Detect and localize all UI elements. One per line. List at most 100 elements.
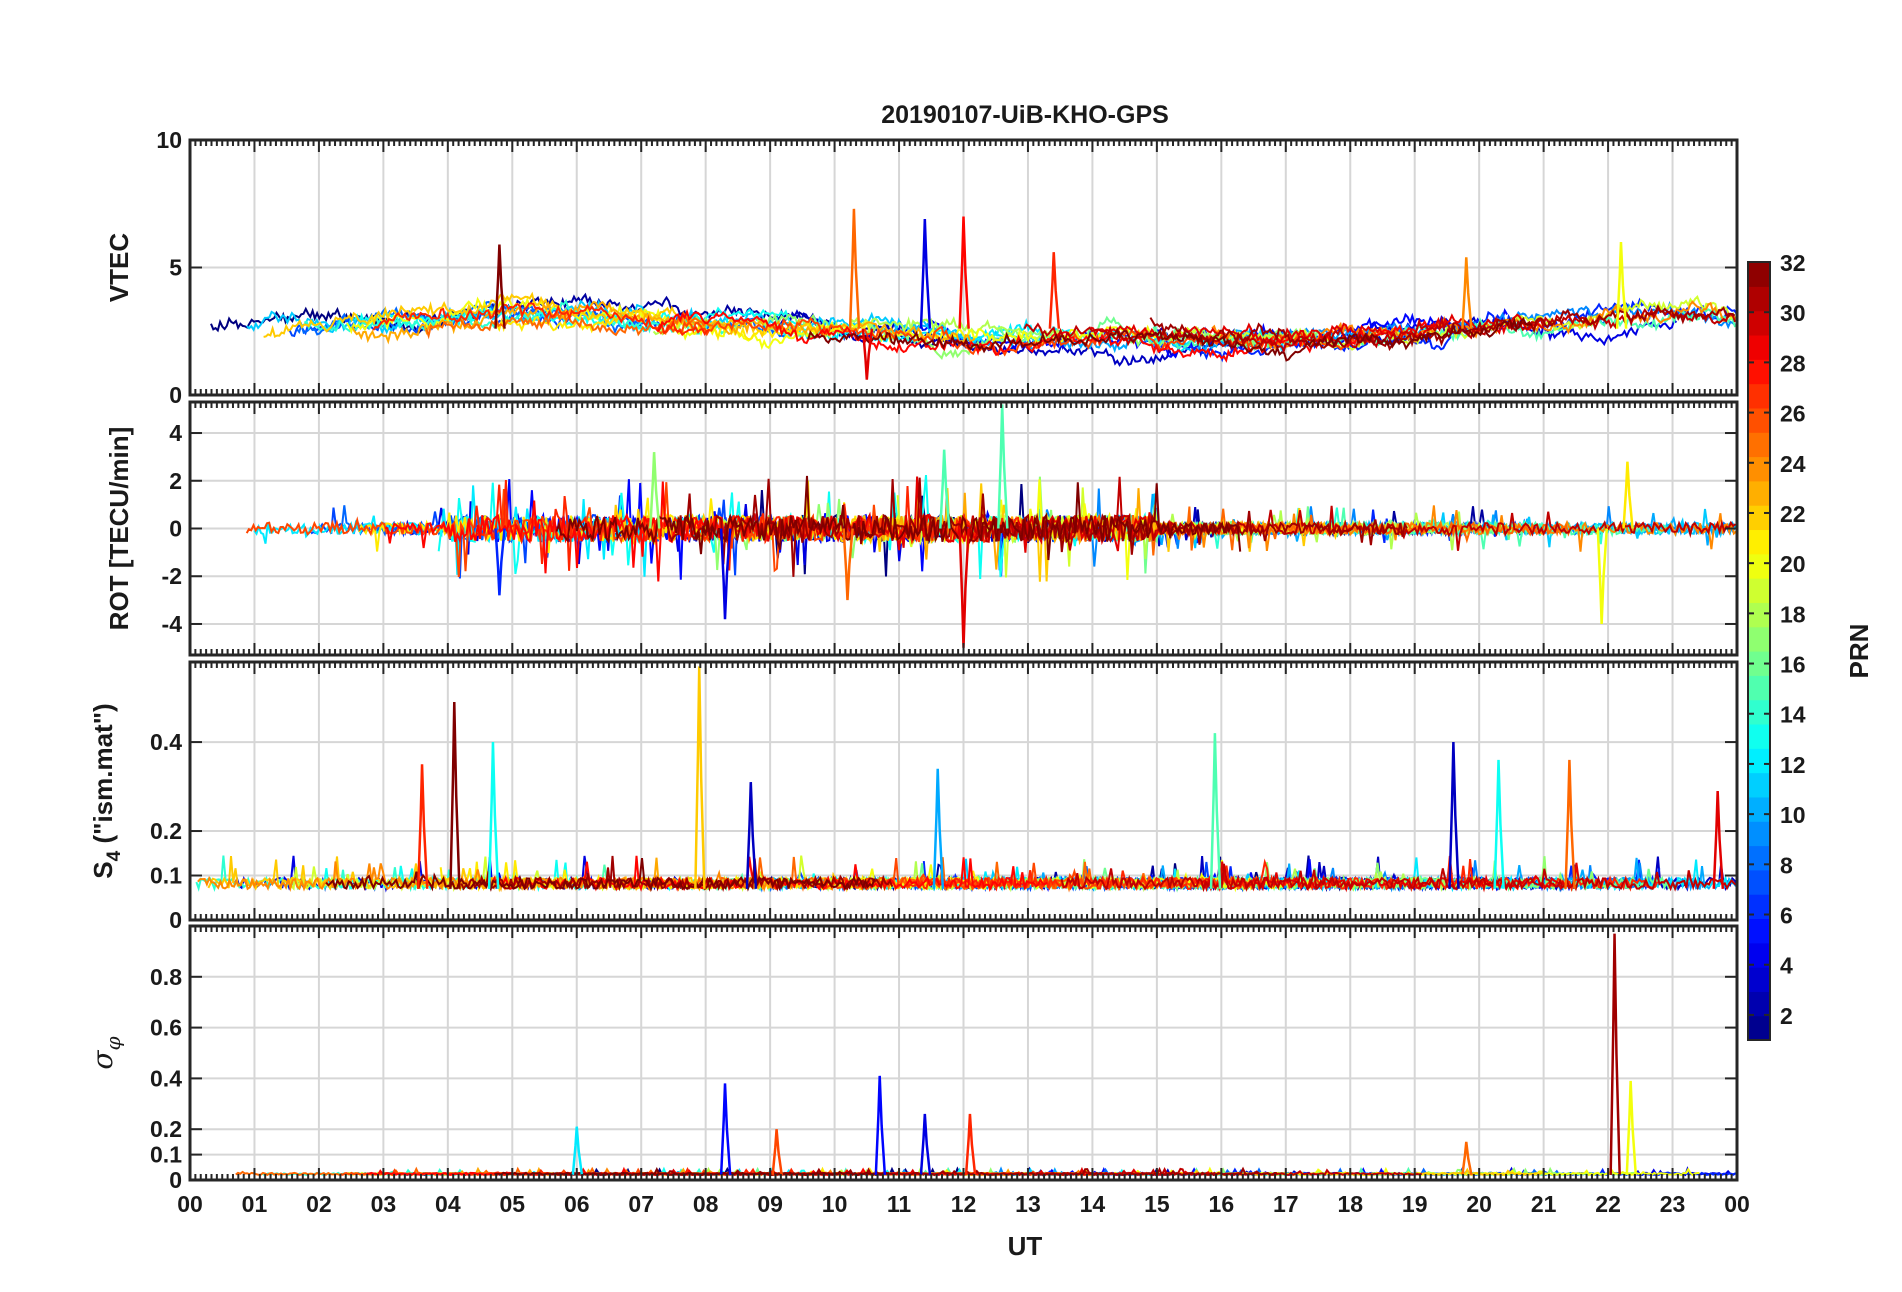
- colorbar-segment: [1748, 699, 1770, 725]
- x-tick-label: 00: [177, 1191, 203, 1217]
- spike-sigma-2: [874, 1075, 887, 1176]
- colorbar-tick-label: 18: [1780, 601, 1806, 627]
- colorbar-segment: [1748, 869, 1770, 895]
- x-tick-label: 18: [1337, 1191, 1363, 1217]
- x-tick-label: 14: [1080, 1191, 1106, 1217]
- y-tick-label: 0.1: [150, 1142, 182, 1168]
- x-tick-label: 02: [306, 1191, 332, 1217]
- spike-sigma-6: [1609, 933, 1621, 1175]
- colorbar-segment: [1748, 286, 1770, 312]
- x-tick-label: 00: [1724, 1191, 1750, 1217]
- colorbar-segment: [1748, 432, 1770, 458]
- panel-sigma: 00.10.2 0.4 0.6 0.8 σφ: [86, 924, 1739, 1193]
- spike-s4-2: [487, 742, 500, 889]
- x-tick-label: 07: [628, 1191, 654, 1217]
- spike-s4-0: [449, 702, 461, 889]
- colorbar-segment: [1748, 723, 1770, 749]
- colorbar-segment: [1748, 456, 1770, 482]
- y-tick-label: 0.1: [150, 863, 182, 889]
- chart-title: 20190107-UiB-KHO-GPS: [881, 101, 1169, 129]
- x-tick-label: 20: [1466, 1191, 1492, 1217]
- x-tick-label: 13: [1015, 1191, 1041, 1217]
- x-tick-label: 17: [1273, 1191, 1299, 1217]
- spike-sigma-5: [571, 1126, 584, 1176]
- x-tick-label: 05: [499, 1191, 525, 1217]
- spike-s4-9: [1564, 759, 1576, 889]
- spike-rot-4: [997, 404, 1009, 529]
- spike-vtec-3: [958, 216, 970, 329]
- y-tick-label: 5: [169, 255, 182, 281]
- spike-s4-7: [1448, 742, 1460, 889]
- x-tick-label: 03: [371, 1191, 397, 1217]
- y-axis-label-rot: ROT [TECU/min]: [104, 427, 134, 631]
- colorbar-tick-label: 28: [1780, 350, 1806, 376]
- series-prn-31: [1149, 304, 1736, 352]
- x-tick-label: 09: [757, 1191, 783, 1217]
- panel-vtec: 0 5 10 VTEC: [104, 127, 1739, 408]
- panel-s4: 0 0.1 0.2 0.4 S4 ("ism.mat"): [88, 660, 1739, 933]
- spike-rot-1: [719, 528, 732, 620]
- spike-vtec-4: [1048, 252, 1061, 329]
- x-tick-label: 16: [1209, 1191, 1235, 1217]
- spike-rot-5: [1596, 528, 1609, 625]
- colorbar-segment: [1748, 626, 1770, 652]
- x-tick-label: 08: [693, 1191, 719, 1217]
- colorbar-segment: [1748, 991, 1770, 1017]
- colorbar-segment: [1748, 967, 1770, 992]
- colorbar-segment: [1748, 894, 1770, 920]
- series-prn-32: [807, 316, 1533, 362]
- colorbar-tick-label: 4: [1780, 953, 1793, 979]
- x-tick-label: 11: [887, 1191, 912, 1217]
- y-tick-label: 0.6: [150, 1015, 182, 1041]
- colorbar-tick-label: 16: [1780, 652, 1806, 678]
- spike-vtec-7: [861, 328, 874, 380]
- colorbar-frame: [1747, 261, 1771, 1041]
- y-tick-label: 0.2: [150, 818, 182, 844]
- panel-s4-traces: [195, 666, 1737, 893]
- y-axis-label-sigma: σφ: [86, 1036, 125, 1069]
- spike-vtec-0: [494, 244, 506, 329]
- spike-rot-0: [494, 528, 506, 596]
- spike-s4-4: [745, 782, 758, 889]
- spike-sigma-0: [719, 1083, 732, 1176]
- colorbar-segment: [1748, 918, 1770, 944]
- x-tick-label: 01: [242, 1191, 268, 1217]
- y-tick-label: 0: [169, 1167, 182, 1193]
- spike-s4-1: [416, 764, 429, 889]
- colorbar-segment: [1748, 262, 1770, 287]
- x-tick-label: 12: [951, 1191, 977, 1217]
- x-tick-label: 22: [1595, 1191, 1621, 1217]
- y-tick-label: 0.2: [150, 1116, 182, 1142]
- spike-vtec-2: [919, 219, 932, 329]
- colorbar-tick-label: 30: [1780, 300, 1806, 326]
- panel-rot: -4 -2 0 2 4 ROT [TECU/min]: [104, 400, 1739, 657]
- y-tick-label: 10: [156, 127, 182, 153]
- colorbar-segment: [1748, 796, 1770, 822]
- colorbar-segment: [1748, 480, 1770, 506]
- colorbar-tick-label: 22: [1780, 501, 1806, 527]
- x-tick-label: 19: [1402, 1191, 1428, 1217]
- colorbar-segment: [1748, 675, 1770, 701]
- x-tick-label: 23: [1660, 1191, 1686, 1217]
- colorbar-label: PRN: [1844, 624, 1874, 679]
- spike-s4-3: [694, 666, 706, 889]
- spike-rot-7: [648, 452, 661, 529]
- colorbar-segment: [1748, 845, 1770, 871]
- spike-sigma-3: [919, 1113, 932, 1176]
- colorbar-segment: [1748, 748, 1770, 774]
- colorbar-segment: [1748, 553, 1770, 579]
- y-tick-label: 0.8: [150, 964, 182, 990]
- colorbar-segment: [1748, 505, 1770, 531]
- colorbar-segment: [1748, 772, 1770, 798]
- y-tick-label: 4: [169, 420, 182, 446]
- colorbar-tick-label: 8: [1780, 852, 1793, 878]
- colorbar-tick-label: 26: [1780, 401, 1806, 427]
- colorbar-segment: [1748, 383, 1770, 409]
- x-axis-label: UT: [1008, 1231, 1043, 1261]
- colorbar-tick-label: 24: [1780, 451, 1806, 477]
- colorbar-segment: [1748, 821, 1770, 847]
- colorbar-tick-label: 2: [1780, 1003, 1793, 1029]
